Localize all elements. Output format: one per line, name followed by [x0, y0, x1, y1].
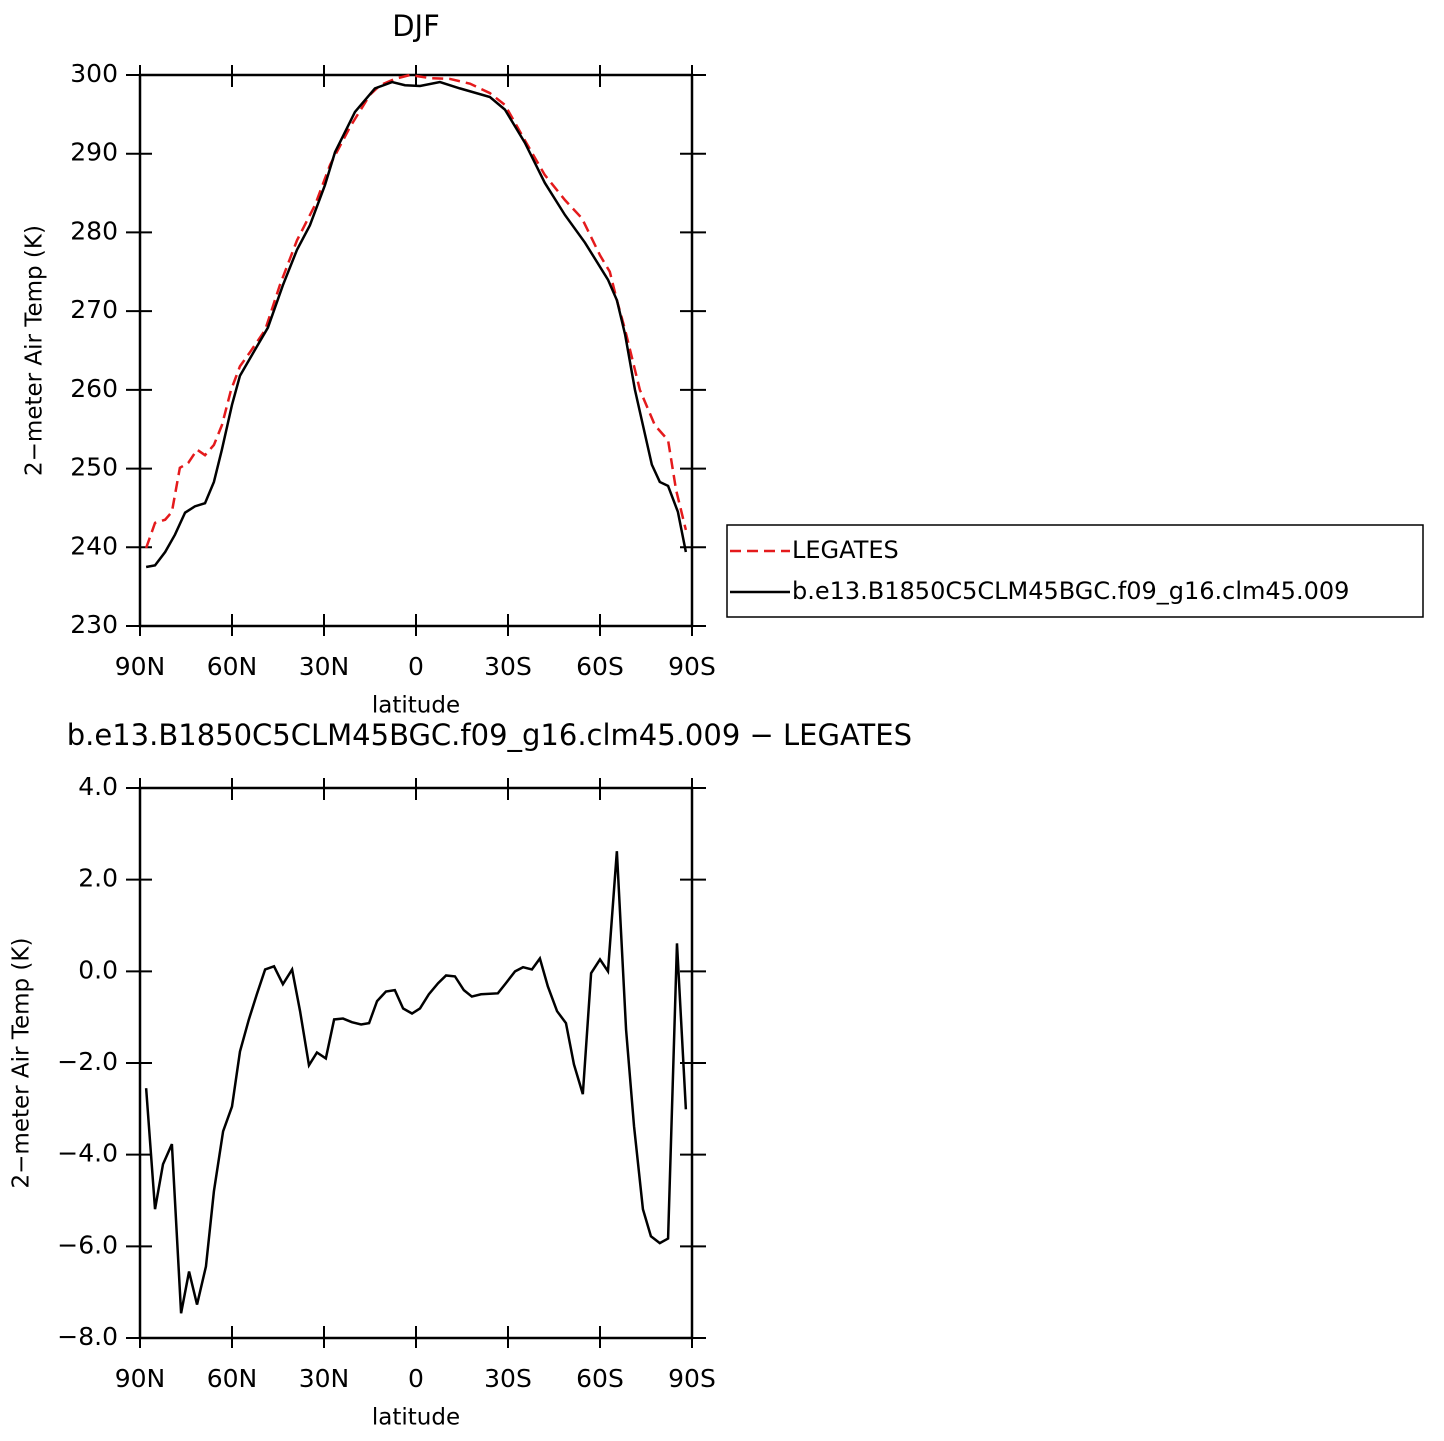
y-tick-label: 280	[70, 216, 118, 245]
x-tick-label: 60N	[207, 1364, 258, 1393]
x-tick-label: 90N	[115, 1364, 166, 1393]
x-tick-label: 60S	[576, 652, 624, 681]
y-tick-label: −8.0	[57, 1322, 118, 1351]
y-tick-label: 4.0	[78, 772, 118, 801]
x-axis-label: latitude	[372, 1405, 460, 1431]
x-tick-label: 30S	[484, 652, 532, 681]
y-tick-label: 290	[70, 138, 118, 167]
y-tick-label: −2.0	[57, 1047, 118, 1076]
plot-frame	[138, 786, 694, 1340]
x-tick-label: 0	[408, 652, 424, 681]
x-tick-label: 0	[408, 1364, 424, 1393]
x-tick-label: 30N	[299, 652, 350, 681]
y-tick-label: 240	[70, 531, 118, 560]
series-line	[145, 80, 688, 569]
plot-frame	[138, 73, 694, 628]
legend-label: b.e13.B1850C5CLM45BGC.f09_g16.clm45.009	[792, 577, 1349, 605]
y-tick-label: 270	[70, 295, 118, 324]
series-line	[144, 851, 688, 1314]
x-tick-label: 90S	[668, 652, 716, 681]
x-tick-label: 90S	[668, 1364, 716, 1393]
y-tick-label: 300	[70, 59, 118, 88]
x-tick-label: 30S	[484, 1364, 532, 1393]
y-axis-label: 2−meter Air Temp (K)	[22, 225, 48, 476]
y-tick-label: −4.0	[57, 1139, 118, 1168]
series-line	[144, 73, 688, 549]
y-tick-label: 250	[70, 453, 118, 482]
y-tick-label: −6.0	[57, 1230, 118, 1259]
legend-label: LEGATES	[792, 536, 899, 564]
y-tick-label: 260	[70, 374, 118, 403]
x-axis-label: latitude	[372, 693, 460, 719]
y-tick-label: 230	[70, 610, 118, 639]
x-tick-label: 60S	[576, 1364, 624, 1393]
x-tick-label: 30N	[299, 1364, 350, 1393]
y-tick-label: 2.0	[78, 864, 118, 893]
chart-title: b.e13.B1850C5CLM45BGC.f09_g16.clm45.009 …	[67, 718, 912, 752]
y-axis-label: 2−meter Air Temp (K)	[9, 938, 35, 1189]
chart-title: DJF	[392, 9, 440, 43]
x-tick-label: 60N	[207, 652, 258, 681]
legend-box	[726, 524, 1424, 618]
y-tick-label: 0.0	[78, 955, 118, 984]
x-tick-label: 90N	[115, 652, 166, 681]
